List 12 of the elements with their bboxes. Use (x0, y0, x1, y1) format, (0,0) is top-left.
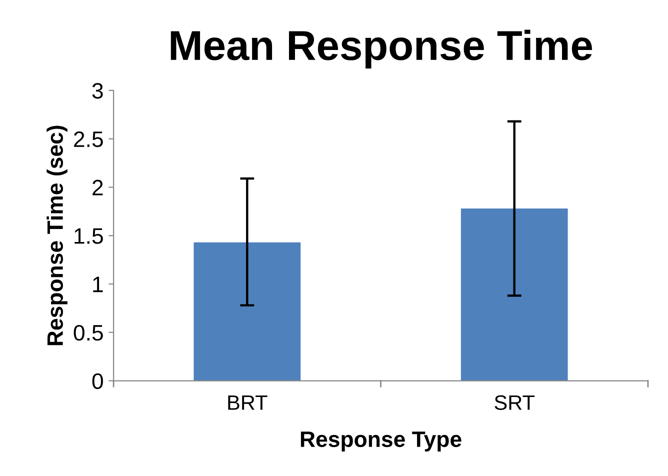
y-tick-label: 1 (93, 276, 103, 292)
y-tick-label: 0.5 (74, 324, 103, 341)
y-tick-label: 0 (92, 373, 103, 390)
chart-title: Mean Response Time (170, 30, 592, 69)
y-tick-label: 2.5 (74, 131, 103, 148)
x-axis-title: Response Type (300, 432, 462, 452)
y-axis-title: Response Time (sec) (46, 126, 68, 346)
y-tick-label: 3 (92, 82, 103, 99)
y-tick-label: 2 (92, 180, 103, 196)
x-tick-label: BRT (228, 395, 268, 410)
y-tick-label: 1.5 (74, 228, 103, 244)
x-tick-label: SRT (494, 395, 535, 410)
